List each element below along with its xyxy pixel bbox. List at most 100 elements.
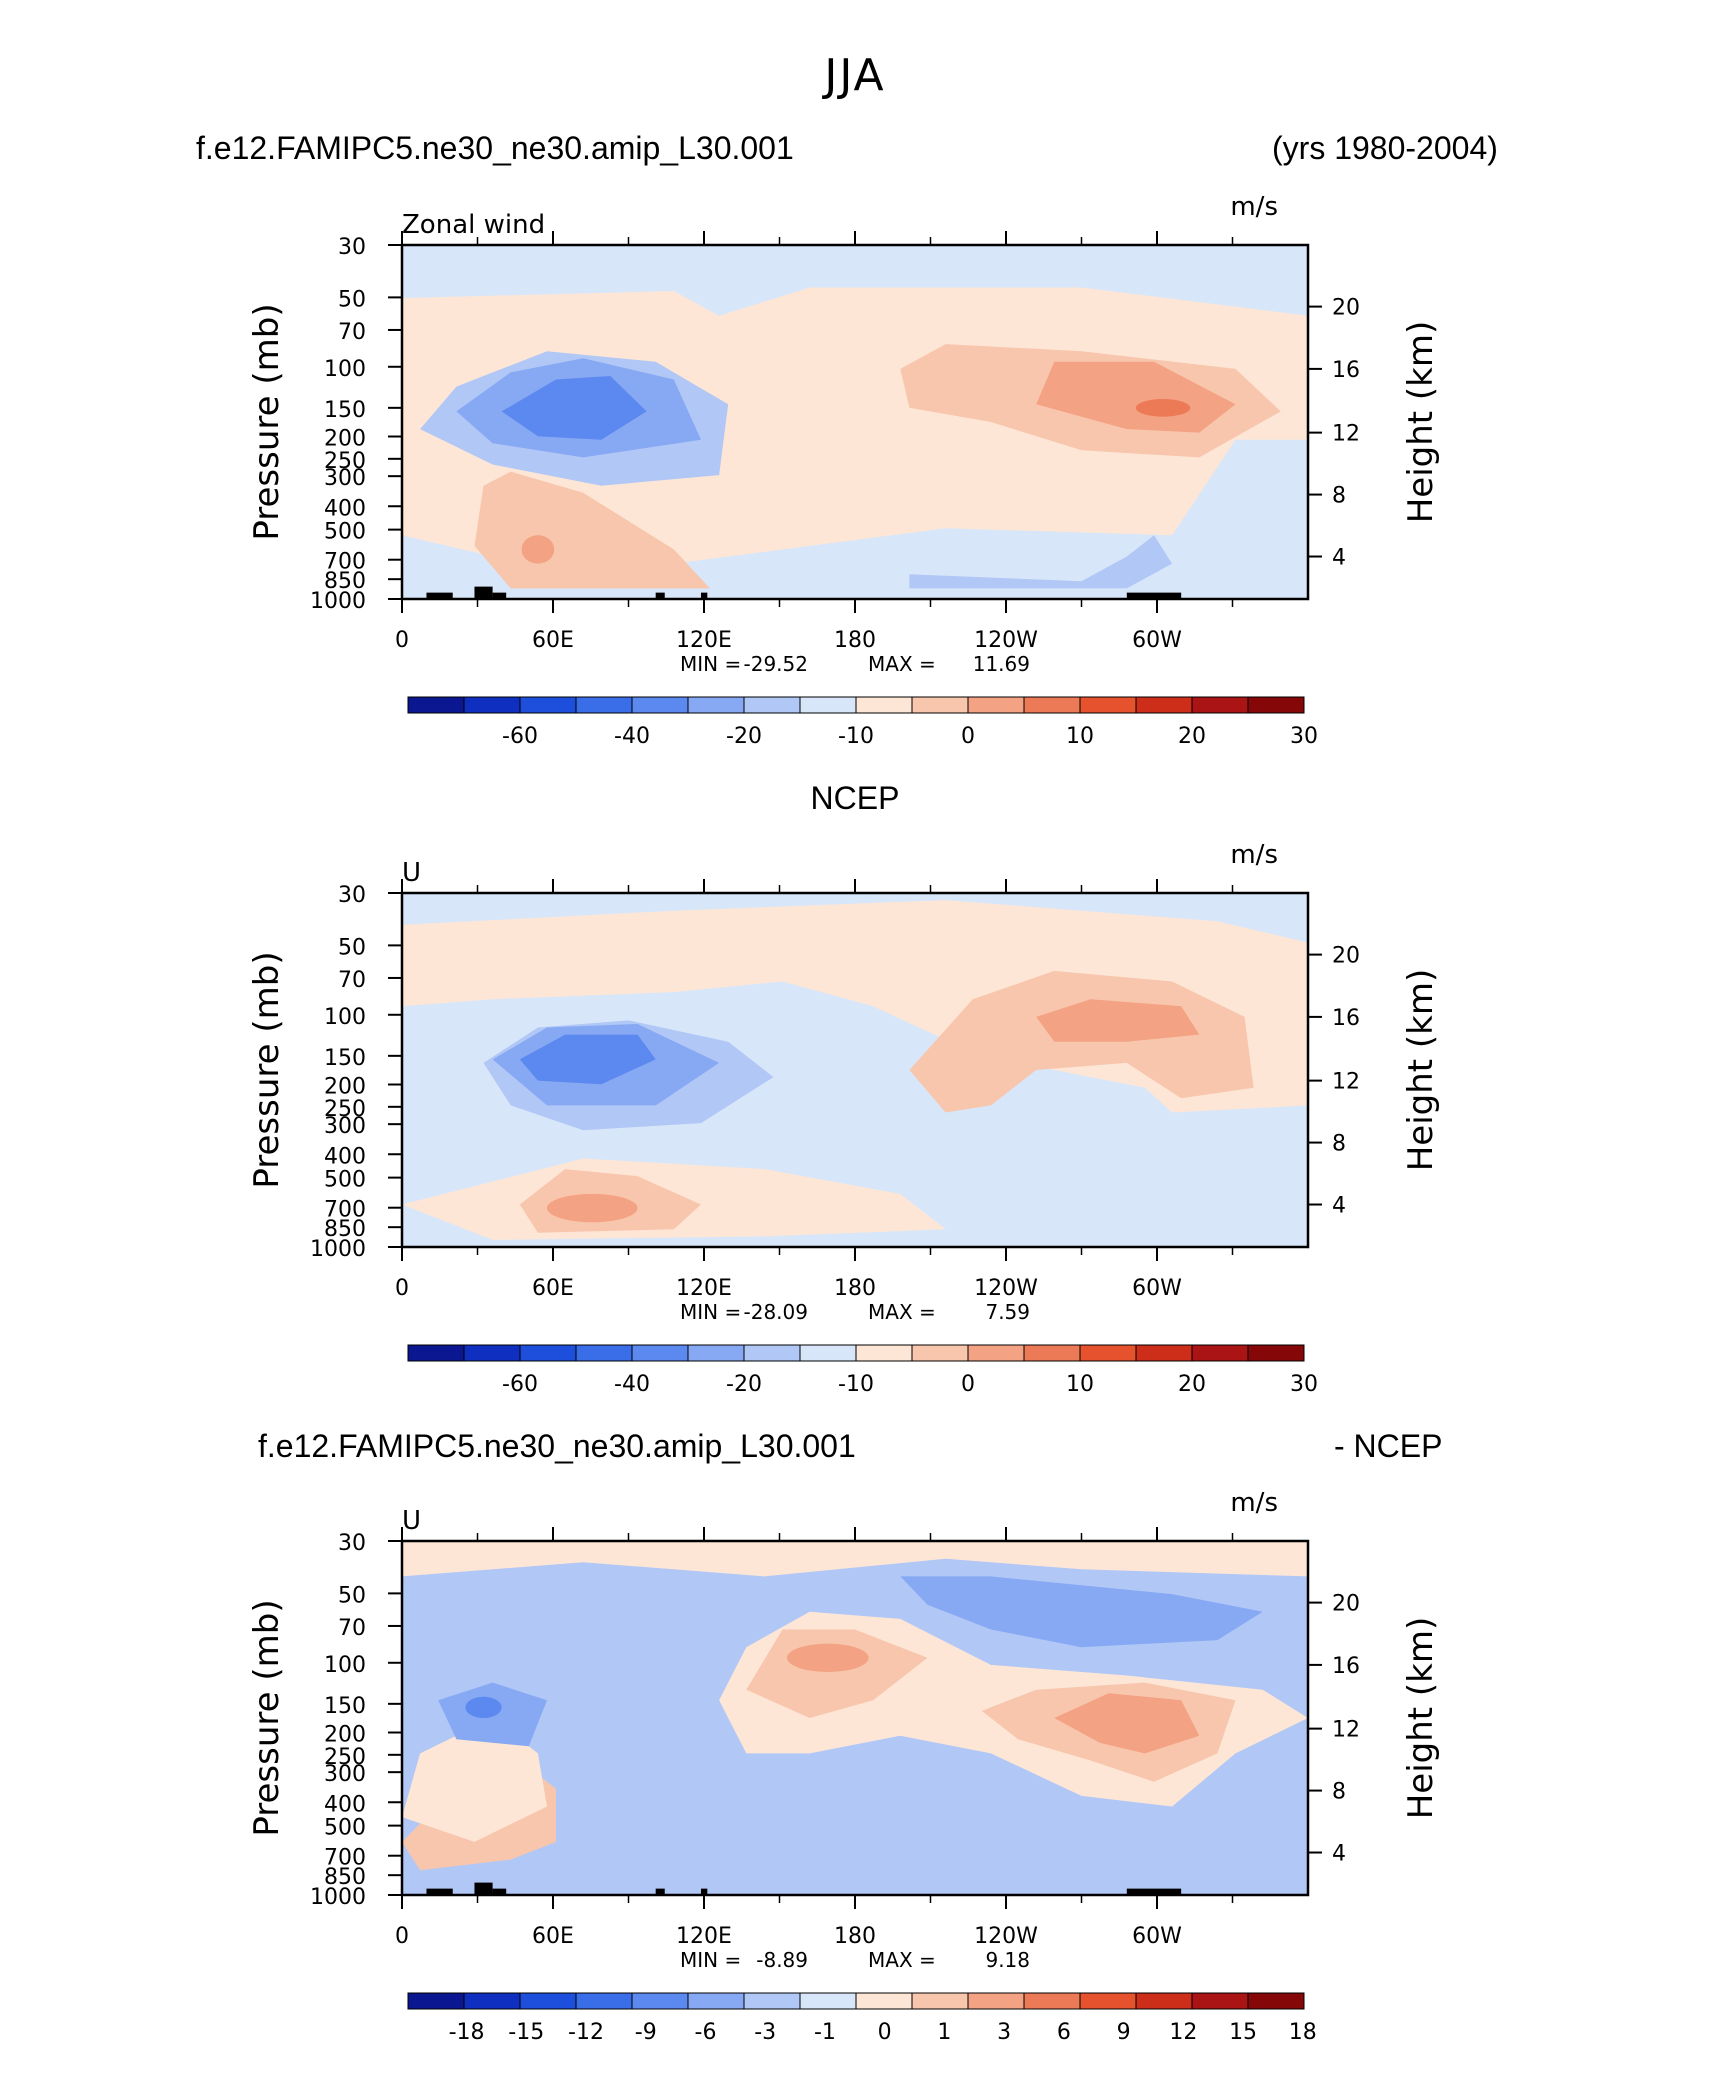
height-tick-label-1: 16	[1332, 1006, 1360, 1031]
y-tick-label-6: 250	[324, 449, 366, 474]
colorbar-cell-11	[1023, 696, 1081, 714]
height-tick-label-2: 12	[1332, 422, 1360, 447]
colorbar-label-10: 6	[1057, 2020, 1071, 2045]
colorbar-label-3: -9	[635, 2020, 657, 2045]
colorbar-cell-9	[911, 1992, 969, 2010]
colorbar-cell-1	[463, 1344, 521, 1362]
colorbar-cell-14	[1191, 1344, 1249, 1362]
y-tick-label-2: 70	[338, 320, 366, 345]
colorbar-cell-0	[407, 1344, 465, 1362]
colorbar-label-2: -20	[726, 1372, 762, 1397]
y-tick-label-8: 400	[324, 1144, 366, 1169]
colorbar-label-5: 10	[1066, 724, 1094, 749]
x-tick-label-5: 60W	[1132, 1924, 1182, 1949]
terrain-block-1	[474, 586, 493, 599]
colorbar-label-7: 30	[1290, 724, 1318, 749]
y-tick-label-8: 400	[324, 1792, 366, 1817]
colorbar-cell-6	[743, 1344, 801, 1362]
colorbar-label-4: 0	[961, 1372, 975, 1397]
stats-min-value: -28.09	[744, 1300, 808, 1324]
colorbar-label-5: 10	[1066, 1372, 1094, 1397]
x-tick-label-0: 0	[395, 1276, 409, 1301]
terrain-block-3	[655, 1888, 665, 1895]
panel-1: Zonal windm/s305070100150200250300400500…	[247, 192, 1441, 749]
terrain-block-3	[655, 592, 665, 599]
y-tick-label-11: 850	[324, 1217, 366, 1242]
contour-pos-8	[402, 1718, 547, 1842]
x-tick-label-2: 120E	[676, 1924, 732, 1949]
height-tick-label-2: 12	[1332, 1718, 1360, 1743]
height-axis-title: Height (km)	[1401, 969, 1441, 1172]
y-tick-label-4: 150	[324, 1046, 366, 1071]
x-tick-label-1: 60E	[532, 1924, 574, 1949]
terrain-block-5	[1126, 592, 1182, 599]
y-tick-label-7: 300	[324, 1114, 366, 1139]
panel-2: Um/s305070100150200250300400500700850100…	[247, 840, 1441, 1397]
variable-label: U	[402, 1506, 421, 1536]
colorbar-cell-15	[1247, 1992, 1305, 2010]
height-tick-label-0: 20	[1332, 944, 1360, 969]
y-axis-title: Pressure (mb)	[247, 1599, 287, 1836]
height-tick-label-0: 20	[1332, 296, 1360, 321]
terrain-block-0	[426, 1888, 453, 1895]
colorbar-label-0: -60	[502, 1372, 538, 1397]
y-tick-label-9: 500	[324, 520, 366, 545]
stats-max-value: 11.69	[973, 652, 1030, 676]
colorbar-cell-3	[575, 696, 633, 714]
y-tick-label-5: 200	[324, 1723, 366, 1748]
height-tick-label-3: 8	[1332, 484, 1346, 509]
height-tick-label-3: 8	[1332, 1780, 1346, 1805]
contour-pos-6	[521, 535, 555, 564]
stats-max-label: MAX =	[868, 1948, 936, 1972]
x-tick-label-3: 180	[834, 1276, 876, 1301]
colorbar-cell-13	[1135, 696, 1193, 714]
panel3-header-left: f.e12.FAMIPC5.ne30_ne30.amip_L30.001	[258, 1428, 856, 1464]
colorbar-label-3: -10	[838, 1372, 874, 1397]
colorbar-label-6: -1	[814, 2020, 836, 2045]
colorbar-label-7: 0	[878, 2020, 892, 2045]
terrain-block-2	[492, 592, 507, 599]
y-axis-title: Pressure (mb)	[247, 303, 287, 540]
terrain-block-2	[492, 1888, 507, 1895]
colorbar-cell-4	[631, 1344, 689, 1362]
contour-pos-3	[1036, 999, 1200, 1042]
y-tick-label-11: 850	[324, 569, 366, 594]
colorbar-cell-11	[1023, 1344, 1081, 1362]
colorbar-cell-13	[1135, 1992, 1193, 2010]
colorbar-cell-14	[1191, 1992, 1249, 2010]
colorbar-cell-2	[519, 696, 577, 714]
y-tick-label-0: 30	[338, 1531, 366, 1556]
colorbar-label-0: -18	[449, 2020, 485, 2045]
colorbar-cell-1	[463, 1992, 521, 2010]
colorbar-cell-10	[967, 1344, 1025, 1362]
height-tick-label-2: 12	[1332, 1070, 1360, 1095]
height-tick-label-0: 20	[1332, 1592, 1360, 1617]
colorbar-cell-15	[1247, 696, 1305, 714]
stats-max-value: 7.59	[985, 1300, 1030, 1324]
y-tick-label-1: 50	[338, 935, 366, 960]
colorbar-cell-2	[519, 1344, 577, 1362]
y-axis-title: Pressure (mb)	[247, 951, 287, 1188]
terrain-block-0	[426, 592, 453, 599]
panel3-header-right: - NCEP	[1334, 1428, 1443, 1464]
panel-3: Um/s305070100150200250300400500700850100…	[247, 1488, 1441, 2045]
terrain-block-5	[1126, 1888, 1182, 1895]
colorbar-cell-0	[407, 1992, 465, 2010]
contour-pos-1	[402, 1541, 1308, 1577]
y-tick-label-2: 70	[338, 968, 366, 993]
x-tick-label-2: 120E	[676, 628, 732, 653]
x-tick-label-5: 60W	[1132, 1276, 1182, 1301]
colorbar-cell-12	[1079, 1344, 1137, 1362]
y-tick-label-12: 1000	[310, 1237, 366, 1262]
contour-neg-3	[501, 376, 647, 440]
contour-neg-4	[909, 535, 1173, 589]
x-tick-label-0: 0	[395, 628, 409, 653]
terrain-block-1	[474, 1882, 493, 1895]
y-tick-label-2: 70	[338, 1616, 366, 1641]
colorbar-cell-14	[1191, 696, 1249, 714]
units-label: m/s	[1230, 1488, 1278, 1518]
y-tick-label-9: 500	[324, 1816, 366, 1841]
colorbar-cell-1	[463, 696, 521, 714]
y-tick-label-1: 50	[338, 287, 366, 312]
stats-max-value: 9.18	[985, 1948, 1030, 1972]
